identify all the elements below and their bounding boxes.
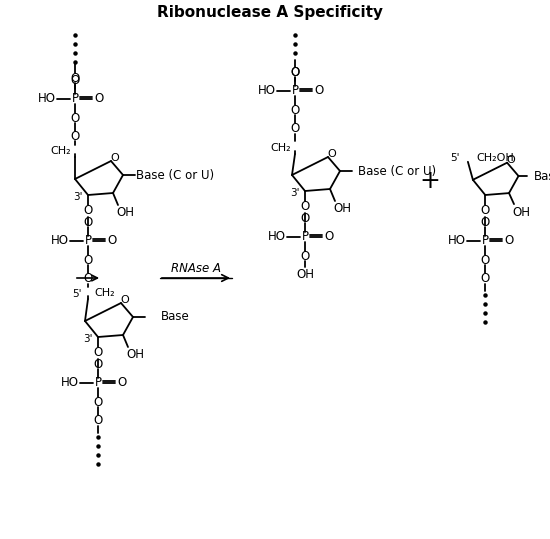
Text: O: O: [117, 376, 126, 389]
Text: OH: OH: [296, 267, 314, 280]
Text: 3': 3': [73, 192, 82, 202]
Text: O: O: [94, 413, 103, 426]
Text: Ribonuclease A Specificity: Ribonuclease A Specificity: [157, 5, 383, 20]
Text: O: O: [70, 72, 80, 85]
Text: O: O: [300, 201, 310, 213]
Text: O: O: [84, 253, 92, 266]
Text: O: O: [481, 272, 490, 285]
Text: HO: HO: [61, 377, 79, 390]
Text: 3': 3': [83, 334, 93, 344]
Text: O: O: [290, 121, 300, 135]
Text: O: O: [290, 66, 300, 79]
Text: P: P: [72, 93, 79, 106]
Text: O: O: [120, 295, 129, 305]
Text: O: O: [507, 155, 515, 165]
Text: CH₂: CH₂: [94, 288, 114, 298]
Text: Base: Base: [534, 169, 550, 183]
Text: Base (C or U): Base (C or U): [136, 169, 214, 182]
Text: 3': 3': [290, 188, 300, 198]
Text: O: O: [300, 211, 310, 225]
Text: Base (C or U): Base (C or U): [358, 164, 436, 177]
Text: O: O: [324, 230, 334, 243]
Text: P: P: [482, 234, 489, 247]
Text: O: O: [84, 216, 92, 229]
Text: CH₂: CH₂: [51, 146, 71, 156]
Text: HO: HO: [448, 234, 466, 247]
Text: HO: HO: [268, 231, 286, 244]
Text: CH₂: CH₂: [271, 143, 291, 153]
Text: O: O: [505, 233, 514, 246]
Text: HO: HO: [51, 234, 69, 247]
Text: O: O: [70, 129, 80, 142]
Text: HO: HO: [258, 85, 276, 98]
Text: O: O: [70, 73, 80, 86]
Text: OH: OH: [126, 349, 144, 362]
Text: OH: OH: [512, 205, 530, 219]
Text: O: O: [290, 66, 300, 79]
Text: O: O: [315, 84, 323, 96]
Text: P: P: [95, 377, 102, 390]
Text: O: O: [300, 250, 310, 262]
Text: P: P: [301, 231, 309, 244]
Text: 5': 5': [73, 289, 82, 299]
Text: O: O: [70, 112, 80, 125]
Text: Base: Base: [161, 310, 189, 323]
Text: O: O: [94, 396, 103, 409]
Text: O: O: [84, 272, 92, 285]
Text: O: O: [290, 103, 300, 116]
Text: 5': 5': [450, 153, 460, 163]
Text: O: O: [111, 153, 119, 163]
Text: OH: OH: [116, 206, 134, 219]
Text: O: O: [107, 233, 117, 246]
Text: RNAse A: RNAse A: [171, 261, 221, 274]
Text: O: O: [94, 357, 103, 370]
Text: O: O: [481, 204, 490, 218]
Text: O: O: [481, 253, 490, 266]
Text: O: O: [328, 149, 337, 159]
Text: O: O: [84, 204, 92, 218]
Text: OH: OH: [333, 203, 351, 216]
Text: +: +: [420, 169, 441, 193]
Text: O: O: [95, 92, 103, 105]
Text: HO: HO: [38, 93, 56, 106]
Text: O: O: [94, 347, 103, 360]
Text: P: P: [292, 85, 299, 98]
Text: P: P: [85, 234, 91, 247]
Text: CH₂OH: CH₂OH: [476, 153, 514, 163]
Text: O: O: [481, 216, 490, 229]
